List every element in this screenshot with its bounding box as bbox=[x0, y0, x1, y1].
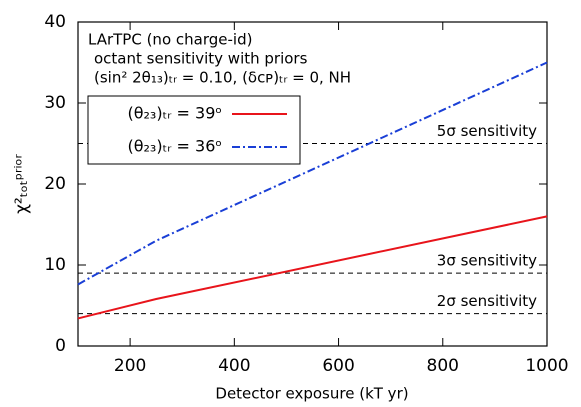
x-tick-label: 200 bbox=[114, 356, 146, 376]
y-tick-label: 40 bbox=[44, 12, 66, 32]
x-tick-label: 1000 bbox=[525, 356, 568, 376]
annotation: LArTPC (no charge-id) bbox=[88, 31, 252, 49]
series-line bbox=[77, 61, 548, 286]
annotation: (sin² 2θ₁₃)ₜᵣ = 0.10, (δᴄᴘ)ₜᵣ = 0, NH bbox=[94, 69, 351, 87]
x-axis-title: Detector exposure (kT yr) bbox=[215, 385, 408, 403]
legend-box bbox=[87, 95, 301, 165]
x-tick-label: 600 bbox=[322, 356, 354, 376]
legend-label: (θ₂₃)ₜᵣ = 36ᵒ bbox=[127, 137, 222, 156]
y-tick-label: 10 bbox=[44, 255, 66, 275]
y-tick-label: 20 bbox=[44, 174, 66, 194]
legend-label: (θ₂₃)ₜᵣ = 39ᵒ bbox=[127, 104, 222, 123]
series-line bbox=[77, 215, 548, 320]
x-tick-label: 800 bbox=[427, 356, 459, 376]
y-tick-label: 30 bbox=[44, 93, 66, 113]
reference-label: 3σ sensitivity bbox=[437, 252, 537, 270]
y-axis-title: χ²ₜₒₜᵖʳⁱᵒʳ bbox=[12, 153, 32, 213]
reference-label: 5σ sensitivity bbox=[437, 122, 537, 140]
reference-label: 2σ sensitivity bbox=[437, 292, 537, 310]
x-tick-label: 400 bbox=[218, 356, 250, 376]
annotation: octant sensitivity with priors bbox=[94, 50, 308, 68]
y-tick-label: 0 bbox=[55, 336, 66, 356]
